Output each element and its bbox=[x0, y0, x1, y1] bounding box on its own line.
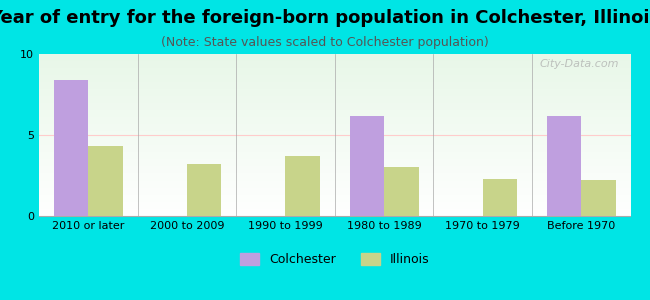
Bar bbox=[187, 164, 222, 216]
Bar bbox=[54, 80, 88, 216]
Bar bbox=[350, 116, 384, 216]
Bar bbox=[384, 167, 419, 216]
Text: (Note: State values scaled to Colchester population): (Note: State values scaled to Colchester… bbox=[161, 36, 489, 49]
Bar bbox=[88, 146, 123, 216]
Bar bbox=[581, 180, 616, 216]
Legend: Colchester, Illinois: Colchester, Illinois bbox=[235, 248, 434, 271]
Bar bbox=[482, 179, 517, 216]
Text: Year of entry for the foreign-born population in Colchester, Illinois: Year of entry for the foreign-born popul… bbox=[0, 9, 650, 27]
Bar bbox=[547, 116, 581, 216]
Bar bbox=[285, 156, 320, 216]
Text: City-Data.com: City-Data.com bbox=[539, 59, 619, 69]
